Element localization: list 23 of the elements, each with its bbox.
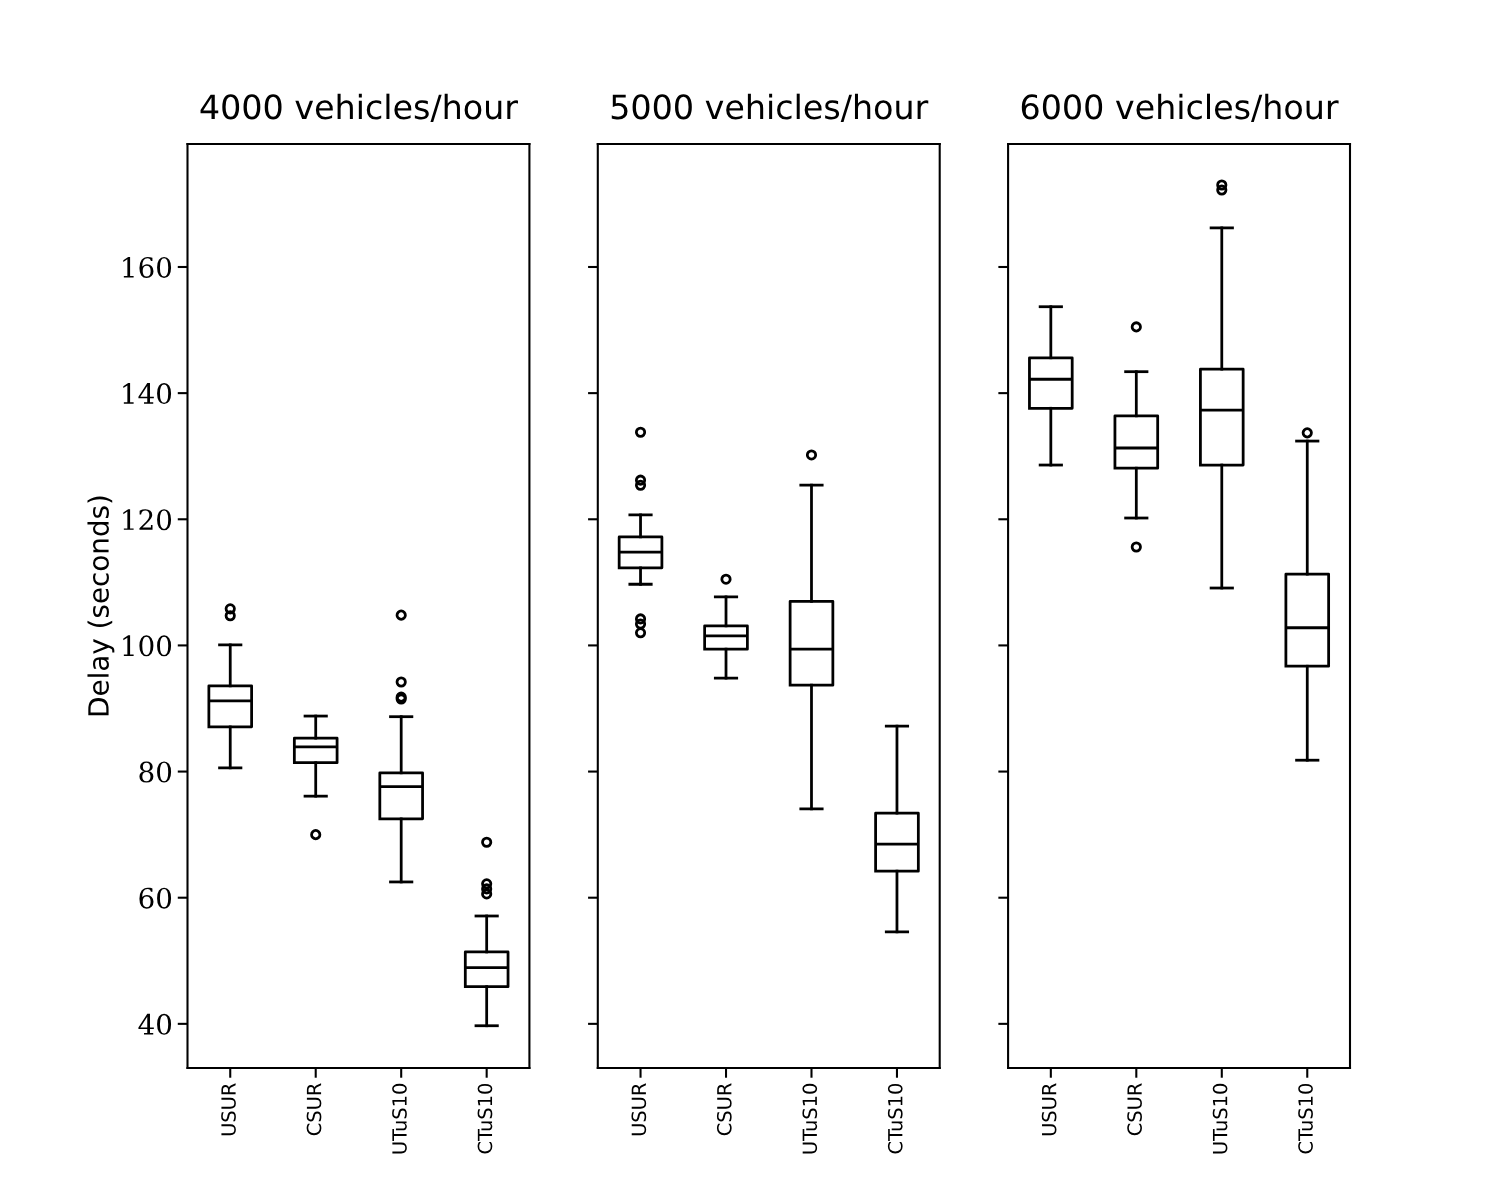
y-tick-label: 120	[123, 509, 172, 531]
chart-title: 6000 vehicles/hour	[1021, 93, 1339, 123]
y-tick-label: 60	[139, 887, 172, 909]
y-tick-label: 40	[138, 1013, 172, 1035]
x-tick-label: UTuS10	[392, 1083, 407, 1154]
x-tick-label: USUR	[221, 1083, 236, 1136]
x-tick-label: CSUR	[716, 1083, 732, 1136]
y-tick-label: 100	[123, 635, 172, 657]
y-tick-label: 160	[123, 256, 172, 278]
x-tick-label: USUR	[1041, 1083, 1057, 1136]
x-tick-label: USUR	[631, 1083, 647, 1136]
x-tick-label: CSUR	[306, 1083, 322, 1136]
y-axis-title: Delay (seconds)	[87, 496, 115, 716]
x-tick-label: CTuS10	[887, 1083, 903, 1154]
x-tick-label: UTuS10	[1212, 1083, 1228, 1154]
x-tick-label: UTuS10	[802, 1083, 818, 1154]
x-tick-label: CSUR	[1127, 1083, 1142, 1136]
chart-title: 5000 vehicles/hour	[611, 93, 929, 123]
y-tick-label: 140	[123, 383, 172, 405]
y-tick-label: 80	[139, 761, 172, 783]
x-tick-label: CTuS10	[477, 1083, 493, 1154]
chart-title: 4000 vehicles/hour	[200, 93, 518, 123]
x-tick-label: CTuS10	[1298, 1083, 1313, 1154]
